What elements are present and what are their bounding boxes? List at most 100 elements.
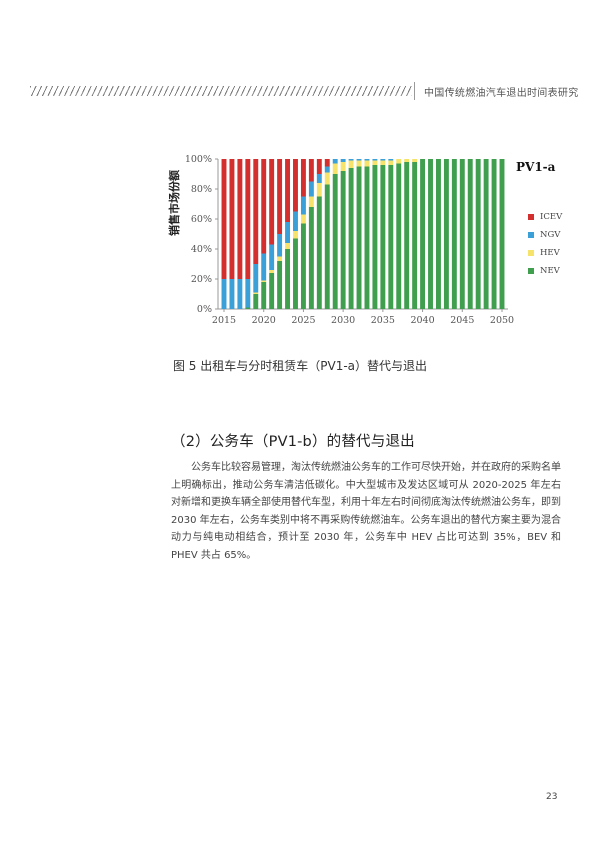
bar-segment-ngv — [332, 159, 338, 164]
bar-segment-nev — [332, 174, 338, 309]
bar-segment-nev — [404, 162, 410, 309]
x-tick-label: 2025 — [291, 315, 315, 326]
y-tick-label: 40% — [191, 244, 212, 255]
page-number: 23 — [546, 792, 558, 802]
bar-segment-nev — [261, 282, 267, 309]
y-tick-label: 0% — [197, 304, 212, 315]
bar-segment-ngv — [308, 181, 314, 197]
bar-segment-icev — [324, 159, 330, 167]
bar-segment-nev — [372, 165, 378, 309]
legend-item-hev: HEV — [528, 244, 562, 262]
bar-segment-hev — [404, 159, 410, 162]
bar-segment-ngv — [316, 174, 322, 183]
bar-segment-hev — [285, 243, 291, 249]
legend-item-ngv: NGV — [528, 226, 562, 244]
header-title: 中国传统燃油汽车退出时间表研究 — [424, 88, 579, 99]
chart-label: PV1-a — [516, 160, 556, 174]
bar-segment-ngv — [269, 244, 275, 270]
bar-segment-hev — [253, 292, 259, 294]
legend-swatch-hev — [528, 250, 534, 256]
bar-segment-icev — [300, 159, 306, 197]
bar-segment-ngv — [372, 159, 378, 161]
x-tick-label: 2050 — [490, 315, 514, 326]
y-tick-label: 60% — [191, 214, 212, 225]
bar-segment-hev — [412, 159, 418, 162]
chart-legend: ICEV NGV HEV NEV — [528, 208, 562, 280]
x-tick-label: 2040 — [410, 315, 434, 326]
bar-segment-ngv — [380, 159, 386, 161]
y-tick-label: 80% — [191, 184, 212, 195]
legend-label-icev: ICEV — [540, 212, 563, 222]
x-tick-label: 2020 — [252, 315, 276, 326]
stacked-bar-chart: 0% 20% 40% 60% 80% 100% 2015 2020 2025 2030 2035 20… — [185, 154, 514, 326]
bar-segment-nev — [396, 163, 402, 309]
bar-segment-hev — [372, 160, 378, 165]
bar-segment-icev — [237, 159, 243, 279]
y-axis-title: 销售市场份额 — [168, 170, 181, 236]
bar-segment-nev — [245, 307, 251, 309]
bar-segment-icev — [229, 159, 235, 279]
bar-segment-nev — [467, 159, 473, 309]
bar-segment-nev — [388, 165, 394, 309]
bar-segment-nev — [300, 223, 306, 309]
bar-segment-ngv — [253, 264, 259, 293]
y-tick-label: 100% — [185, 154, 212, 165]
bar-segment-nev — [428, 159, 433, 309]
bar-segment-hev — [356, 160, 362, 167]
bar-segment-ngv — [285, 222, 291, 243]
bar-segment-nev — [435, 159, 441, 309]
bar-segment-nev — [475, 159, 481, 309]
figure-caption: 图 5 出租车与分时租赁车（PV1-a）替代与退出 — [172, 359, 428, 373]
bar-segment-nev — [293, 238, 298, 309]
bar-segment-hev — [300, 214, 306, 224]
bar-segment-nev — [364, 166, 370, 309]
bar-segment-ngv — [245, 279, 251, 308]
bar-segment-icev — [293, 159, 298, 212]
bar-segment-ngv — [300, 196, 306, 215]
bar-segment-nev — [348, 168, 354, 309]
bar-segment-nev — [324, 184, 330, 309]
bar-segment-icev — [221, 159, 227, 279]
x-tick-label: 2035 — [371, 315, 395, 326]
header-separator — [414, 82, 415, 100]
body-paragraph: 公务车比较容易管理，淘汰传统燃油公务车的工作可尽快开始，并在政府的采购名单上明确… — [171, 459, 561, 565]
bar-segment-nev — [491, 159, 497, 309]
x-tick-label: 2030 — [331, 315, 355, 326]
y-tick-label: 20% — [191, 274, 212, 285]
bar-segment-nev — [499, 159, 505, 309]
legend-item-icev: ICEV — [528, 208, 562, 226]
bar-segment-nev — [285, 249, 291, 309]
legend-swatch-icev — [528, 214, 534, 220]
bar-segment-nev — [451, 159, 457, 309]
bar-segment-nev — [356, 166, 362, 309]
bar-segment-hev — [324, 172, 330, 185]
bar-segment-icev — [245, 159, 251, 279]
legend-label-hev: HEV — [540, 248, 560, 258]
bar-segment-nev — [459, 159, 465, 309]
bar-segment-nev — [277, 261, 283, 309]
bar-segment-ngv — [348, 159, 354, 161]
bar-segment-ngv — [324, 166, 330, 173]
paragraph-text: 公务车比较容易管理，淘汰传统燃油公务车的工作可尽快开始，并在政府的采购名单上明确… — [171, 462, 561, 561]
bar-segment-ngv — [293, 211, 298, 231]
bar-segment-ngv — [356, 159, 362, 161]
bar-segment-ngv — [221, 279, 227, 309]
bar-segment-icev — [261, 159, 267, 254]
bar-segment-hev — [380, 160, 386, 165]
bar-segment-hev — [293, 231, 298, 239]
legend-item-nev: NEV — [528, 262, 562, 280]
bar-segment-icev — [277, 159, 283, 234]
bar-segment-hev — [308, 196, 314, 207]
bar-segment-hev — [261, 280, 267, 282]
header-hatch-decoration — [30, 86, 412, 96]
bar-segment-icev — [316, 159, 322, 174]
bar-segment-ngv — [340, 159, 346, 162]
bar-segment-ngv — [229, 279, 235, 309]
bar-segment-hev — [340, 162, 346, 171]
bar-segment-hev — [388, 160, 394, 165]
bar-segment-nev — [316, 196, 322, 309]
bar-segment-icev — [269, 159, 275, 245]
legend-label-ngv: NGV — [540, 230, 561, 240]
bar-segment-nev — [443, 159, 449, 309]
legend-label-nev: NEV — [540, 266, 560, 276]
